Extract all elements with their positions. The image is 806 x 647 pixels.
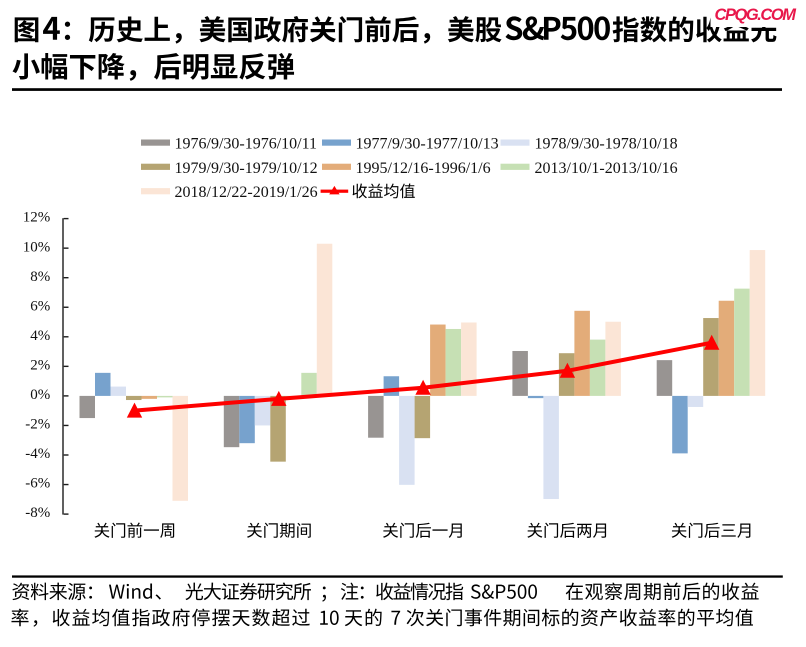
svg-text:2018/12/22-2019/1/26: 2018/12/22-2019/1/26 xyxy=(175,184,318,201)
svg-text:1979/9/30-1979/10/12: 1979/9/30-1979/10/12 xyxy=(175,160,318,177)
svg-text:2%: 2% xyxy=(30,357,50,373)
svg-text:8%: 8% xyxy=(30,269,50,285)
svg-text:1976/9/30-1976/10/11: 1976/9/30-1976/10/11 xyxy=(175,136,318,153)
svg-text:-6%: -6% xyxy=(25,476,50,492)
svg-text:-8%: -8% xyxy=(25,505,50,521)
svg-text:1995/12/16-1996/1/6: 1995/12/16-1996/1/6 xyxy=(356,160,491,177)
svg-text:0%: 0% xyxy=(30,387,50,403)
svg-text:-2%: -2% xyxy=(25,417,50,433)
svg-text:12%: 12% xyxy=(23,210,51,226)
svg-text:1977/9/30-1977/10/13: 1977/9/30-1977/10/13 xyxy=(356,136,499,153)
svg-text:10%: 10% xyxy=(23,239,51,255)
svg-text:-4%: -4% xyxy=(25,446,50,462)
svg-text:4%: 4% xyxy=(30,328,50,344)
svg-text:CPQG.COM: CPQG.COM xyxy=(715,6,798,24)
svg-text:1978/9/30-1978/10/18: 1978/9/30-1978/10/18 xyxy=(535,136,678,153)
svg-text:2013/10/1-2013/10/16: 2013/10/1-2013/10/16 xyxy=(535,160,678,177)
svg-text:6%: 6% xyxy=(30,298,50,314)
